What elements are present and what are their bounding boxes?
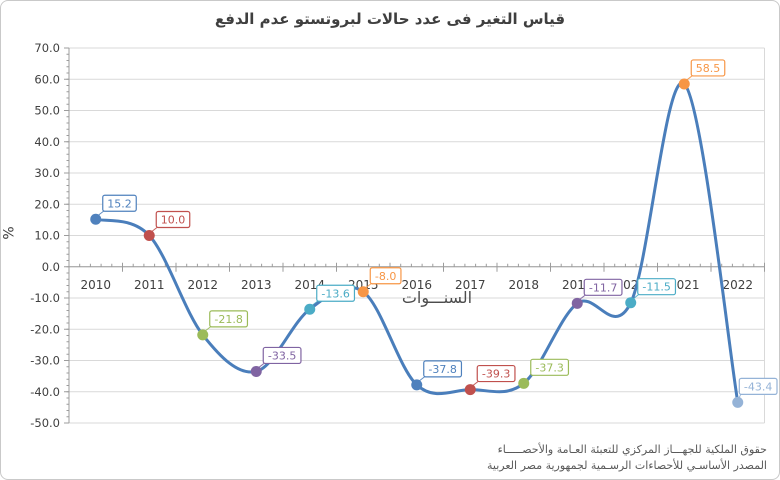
data-point	[304, 303, 316, 315]
data-label-box	[530, 358, 570, 376]
data-label-text: -13.6	[321, 287, 349, 300]
x-tick-label: 2011	[134, 278, 165, 292]
gridlines	[69, 47, 765, 424]
x-tick-label: 2017	[455, 278, 486, 292]
data-point	[571, 297, 583, 309]
y-axis-title: %	[1, 226, 18, 240]
data-label-text: -8.0	[375, 270, 396, 283]
y-tick-label: 20.0	[34, 197, 60, 211]
data-label-box	[738, 377, 778, 395]
data-label-text: 58.5	[696, 62, 721, 75]
y-tick-label: 40.0	[34, 135, 60, 149]
data-label-box	[690, 59, 726, 77]
y-tick-label: -50.0	[30, 416, 60, 430]
data-label-box	[209, 310, 249, 328]
data-label-text: -21.8	[214, 313, 242, 326]
data-point	[143, 230, 155, 241]
x-tick-label: 2016	[401, 278, 432, 292]
x-tick-label: 2010	[80, 278, 111, 292]
data-point	[250, 365, 262, 377]
data-labels: 15.2 10.0 -21.8 -33.5 -13.6 -8.0 -37.8 -39.3 -37…	[102, 59, 778, 395]
data-label-box	[155, 210, 191, 229]
data-label-text: -33.5	[268, 349, 296, 362]
data-label-box	[262, 346, 302, 365]
data-label-box	[316, 284, 356, 302]
y-tick-label: 50.0	[34, 104, 60, 118]
chart-title: قياس التغير فى عدد حالات لبروتستو عدم ال…	[214, 10, 566, 28]
data-label-text: 15.2	[107, 197, 132, 210]
data-point	[197, 329, 209, 341]
data-label-text: -43.4	[744, 380, 772, 393]
y-tick-label: 10.0	[34, 229, 60, 243]
data-label-text: -39.3	[482, 368, 510, 381]
y-tick-label: 70.0	[34, 41, 60, 55]
data-point	[411, 379, 423, 391]
y-tick-label: 30.0	[34, 166, 60, 180]
x-tick-label: 2018	[508, 278, 539, 292]
data-label-box	[476, 364, 516, 383]
data-point	[464, 384, 476, 396]
copyright-source: حقوق الملكية للجهـــاز المركزي للتعبئة ا…	[487, 442, 767, 474]
data-point	[732, 396, 744, 408]
data-label-box	[423, 360, 463, 378]
label-leaders	[95, 74, 742, 401]
data-label-box	[102, 194, 137, 212]
x-tick-label: 2022	[722, 278, 753, 292]
data-label-box	[369, 267, 402, 285]
data-label-text: -37.3	[535, 361, 563, 374]
data-points	[90, 78, 744, 408]
x-tick-label: 2021	[669, 278, 700, 292]
y-tick-label: -40.0	[30, 385, 60, 399]
data-point	[678, 78, 690, 90]
y-tick-label: -10.0	[30, 291, 60, 305]
data-point	[90, 213, 102, 225]
data-label-box	[637, 278, 677, 296]
y-tick-label: 60.0	[34, 72, 60, 86]
data-label-text: 10.0	[161, 214, 186, 227]
series-line	[94, 81, 740, 404]
x-tick-label: 2012	[187, 278, 218, 292]
data-point	[518, 377, 530, 389]
data-label-text: -11.5	[642, 281, 670, 294]
y-axis: -50.0 -40.0 -30.0 -20.0 -10.0 0.0 10.0 20.0 30.0…	[30, 41, 70, 430]
copyright-line-2: المصدر الأساسـي للأحصاءات الرسـمية لجمهو…	[487, 459, 767, 472]
data-label-text: -37.8	[428, 363, 456, 376]
copyright-line-1: حقوق الملكية للجهـــاز المركزي للتعبئة ا…	[497, 443, 767, 456]
data-label-text: -11.7	[589, 281, 617, 294]
data-point	[357, 286, 369, 298]
y-tick-label: -30.0	[30, 354, 60, 368]
y-tick-label: -20.0	[30, 322, 60, 336]
data-label-box	[583, 278, 623, 296]
y-tick-label: 0.0	[42, 260, 60, 274]
x-tick-label: 2013	[241, 278, 272, 292]
data-point	[625, 297, 637, 309]
